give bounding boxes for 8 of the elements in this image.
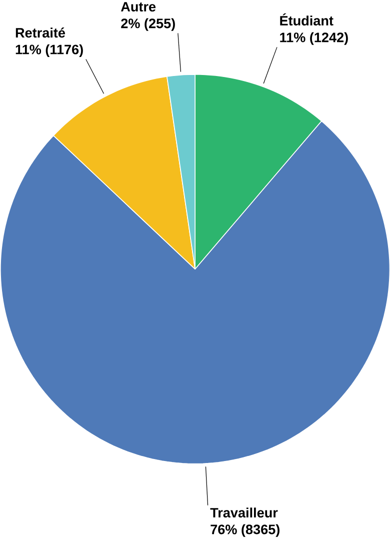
- slice-label: Autre: [120, 2, 156, 12]
- slice-label: Étudiant: [280, 13, 334, 26]
- data-label: 11% (1242): [280, 32, 348, 45]
- data-label: 11% (1176): [16, 44, 83, 57]
- slice-label: Retraité: [16, 28, 65, 38]
- slice-label: Travailleur: [210, 508, 278, 518]
- data-label: 76% (8365): [210, 524, 280, 537]
- data-label: 2% (255): [121, 18, 175, 31]
